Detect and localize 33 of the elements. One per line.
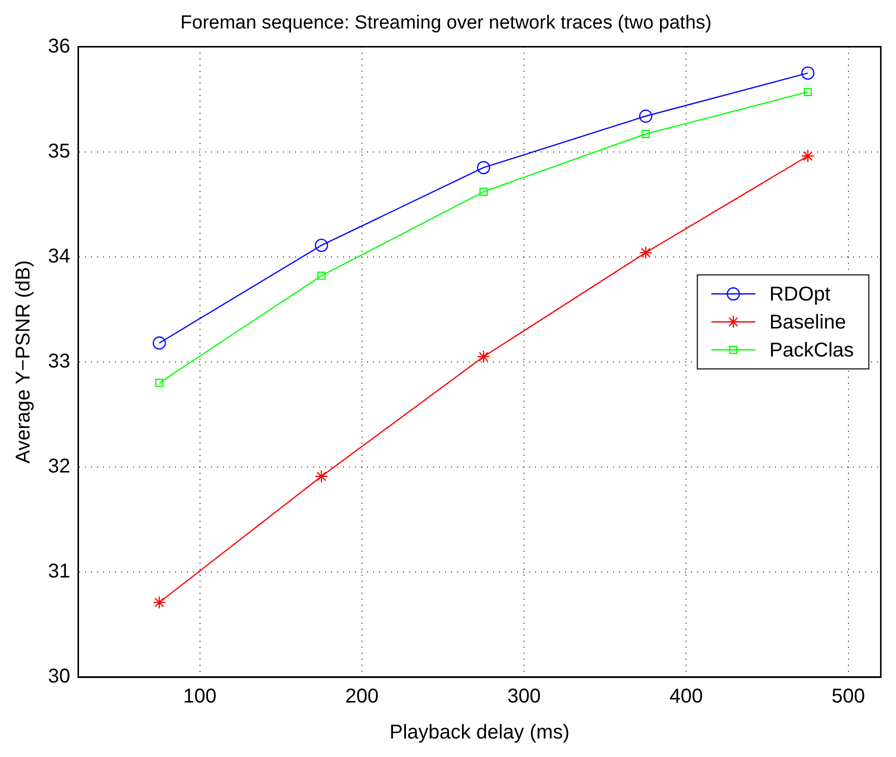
point <box>804 88 812 96</box>
point <box>155 378 164 388</box>
point <box>476 350 490 364</box>
legend-label: RDOpt <box>769 283 831 306</box>
y-tick-label: 32 <box>48 455 70 478</box>
point <box>639 246 652 260</box>
y-tick-label: 35 <box>48 140 70 162</box>
point <box>479 188 488 196</box>
x-tick-label: 300 <box>507 686 541 708</box>
y-tick-label: 30 <box>48 666 70 688</box>
y-axis-title: Average Y−PSNR (dB) <box>12 260 35 464</box>
y-tick-label: 36 <box>48 35 70 58</box>
chart-title: Foreman sequence: Streaming over network traces (two paths) <box>180 12 712 34</box>
point <box>801 66 814 80</box>
x-tick-label: 400 <box>670 686 703 708</box>
point <box>639 110 652 123</box>
y-tick-label: 33 <box>48 350 70 372</box>
point <box>314 238 328 252</box>
x-tick-label: 500 <box>832 686 866 708</box>
point <box>152 336 166 350</box>
legend-label: Baseline <box>769 311 846 334</box>
point <box>642 130 650 138</box>
x-tick-label: 100 <box>183 686 217 708</box>
x-axis-title: Playback delay (ms) <box>389 722 570 744</box>
point <box>476 160 490 174</box>
point <box>317 272 326 280</box>
x-tick-label: 200 <box>345 686 379 708</box>
point <box>314 470 328 483</box>
legend-label: PackClas <box>769 339 854 362</box>
point <box>801 149 814 163</box>
y-tick-label: 34 <box>48 245 70 268</box>
y-tick-label: 31 <box>48 560 70 582</box>
point <box>152 596 166 610</box>
